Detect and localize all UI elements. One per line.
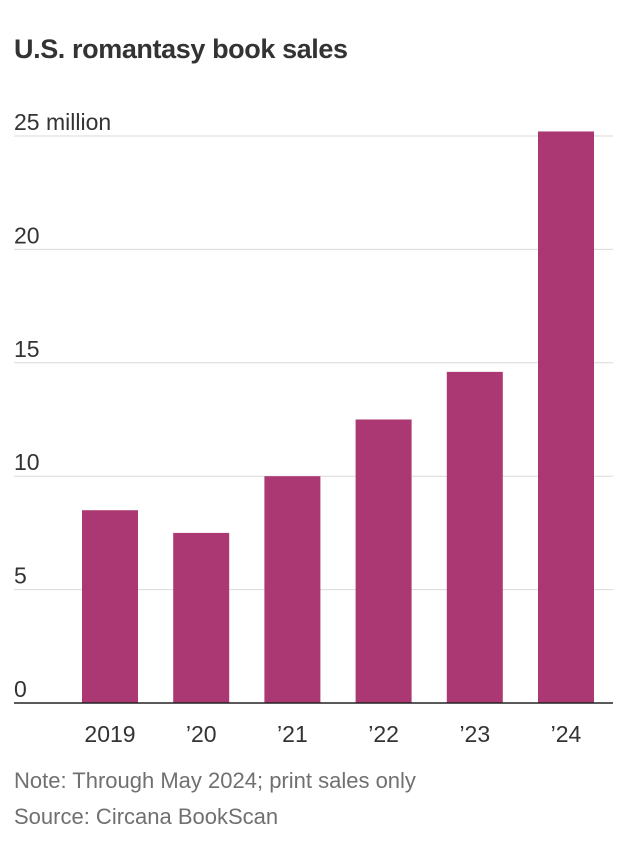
y-tick-label: 25 million xyxy=(14,109,111,135)
bar-2 xyxy=(264,476,321,703)
bar-layer xyxy=(82,131,594,704)
x-tick-label: ’22 xyxy=(368,721,399,747)
chart-title: U.S. romantasy book sales xyxy=(14,34,348,64)
x-tick-label: ’23 xyxy=(459,721,490,747)
chart-note: Note: Through May 2024; print sales only xyxy=(14,768,416,793)
bar-chart: 0 5 10 15 20 25 million 2019 ’20 ’21 ’22 ’23 ’24 xyxy=(14,109,613,747)
x-tick-label: ’21 xyxy=(277,721,308,747)
chart-source: Source: Circana BookScan xyxy=(14,804,279,829)
y-tick-label: 10 xyxy=(14,449,40,475)
x-tick-label: ’20 xyxy=(186,721,217,747)
x-tick-label: 2019 xyxy=(84,721,135,747)
x-tick-label: ’24 xyxy=(551,721,582,747)
bar-1 xyxy=(173,532,230,703)
y-tick-label: 0 xyxy=(14,676,27,702)
x-tick-labels: 2019 ’20 ’21 ’22 ’23 ’24 xyxy=(84,721,581,747)
bar-0 xyxy=(82,510,138,703)
bar-5 xyxy=(538,131,594,704)
y-tick-labels: 0 5 10 15 20 25 million xyxy=(14,109,111,702)
bar-4 xyxy=(446,371,503,703)
bar-3 xyxy=(355,419,412,703)
y-tick-label: 20 xyxy=(14,222,40,248)
y-tick-label: 5 xyxy=(14,563,27,589)
y-tick-label: 15 xyxy=(14,336,40,362)
